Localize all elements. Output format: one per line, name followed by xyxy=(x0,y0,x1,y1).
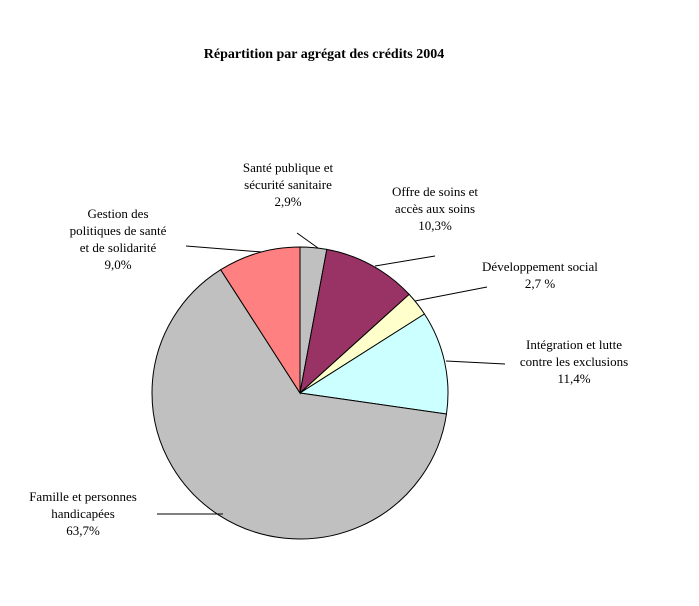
chart-title: Répartition par agrégat des crédits 2004 xyxy=(204,47,444,62)
slice-name-line: sécurité sanitaire xyxy=(244,177,332,192)
slice-name-line: Famille et personnes xyxy=(29,489,137,504)
slice-name-line: Développement social xyxy=(482,259,598,274)
slice-name-line: Santé publique et xyxy=(243,160,334,175)
slice-name-line: Gestion des xyxy=(87,206,148,221)
slice-name-line: politiques de santé xyxy=(70,223,167,238)
slice-label-4: Intégration et lutte contre les exclusion… xyxy=(520,337,628,386)
slice-value-label: 2,7 % xyxy=(525,276,556,291)
slice-label-5: Famille et personnes handicapées 63,7% xyxy=(29,489,137,538)
slice-labels: Santé publique et sécurité sanitaire 2,9% O… xyxy=(29,160,628,538)
pie-slice-5 xyxy=(151,269,448,540)
leader-lines xyxy=(157,232,506,515)
slice-value-label: 9,0% xyxy=(104,257,131,272)
slice-name-line: Intégration et lutte xyxy=(526,337,622,352)
pie-slice-6 xyxy=(220,246,301,395)
slice-label-6: Gestion des politiques de santé et de soli… xyxy=(70,206,167,272)
slice-name-line: contre les exclusions xyxy=(520,354,628,369)
leader-line-2 xyxy=(374,255,436,267)
leader-line-1 xyxy=(296,232,319,249)
slice-label-3: Développement social 2,7 % xyxy=(482,259,598,291)
leader-line-6 xyxy=(185,245,263,253)
pie-slice-4 xyxy=(298,313,449,415)
slice-value-label: 10,3% xyxy=(418,218,452,233)
slice-value-label: 63,7% xyxy=(66,523,100,538)
pie-slice-2 xyxy=(299,248,410,395)
slice-value-label: 2,9% xyxy=(274,194,301,209)
slice-name-line: Offre de soins et xyxy=(392,184,478,199)
leader-line-3 xyxy=(414,286,488,302)
slice-label-1: Santé publique et sécurité sanitaire 2,9% xyxy=(243,160,334,209)
leader-line-4 xyxy=(445,360,506,365)
slice-label-2: Offre de soins et accès aux soins 10,3% xyxy=(392,184,478,233)
slice-value-label: 11,4% xyxy=(557,371,590,386)
slice-name-line: accès aux soins xyxy=(395,201,475,216)
pie-slices xyxy=(151,246,449,540)
slice-name-line: et de solidarité xyxy=(80,240,157,255)
slice-name-line: handicapées xyxy=(51,506,115,521)
